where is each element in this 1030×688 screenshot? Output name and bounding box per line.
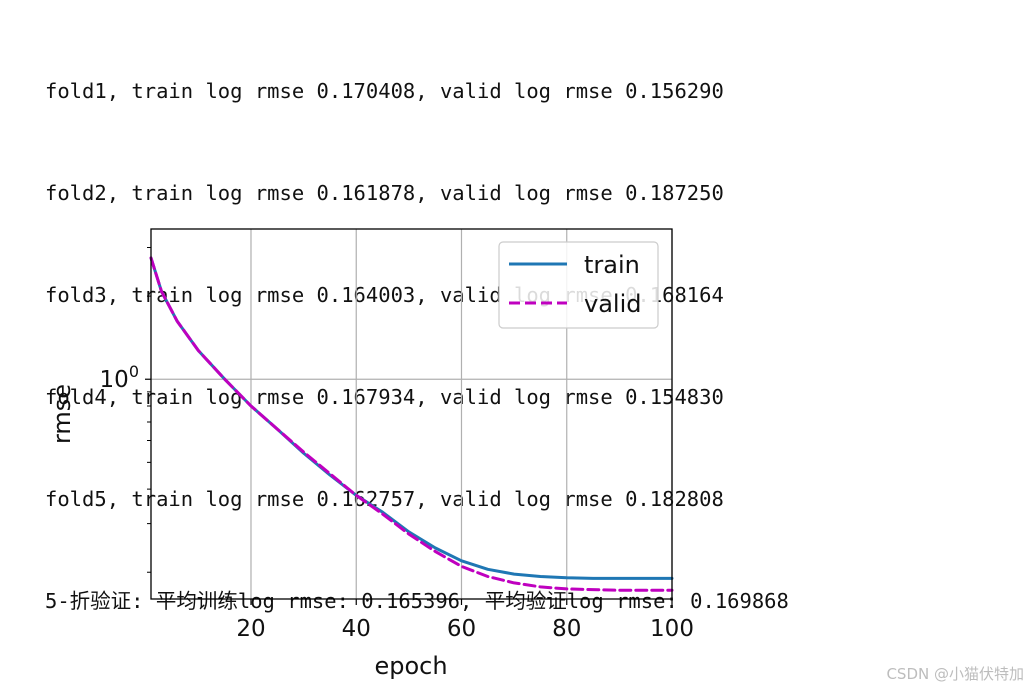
x-tick-label: 80 bbox=[552, 616, 581, 642]
y-tick-label: 100 bbox=[100, 362, 139, 393]
legend-label-train: train bbox=[584, 251, 640, 279]
legend: train valid bbox=[498, 241, 659, 329]
console-line-fold5: fold5, train log rmse 0.162757, valid lo… bbox=[45, 487, 724, 511]
console-line-summary: 5-折验证: 平均训练log rmse: 0.165396, 平均验证log r… bbox=[45, 589, 789, 613]
tick-layer: 20 40 60 80 100 100 bbox=[100, 246, 694, 642]
legend-label-valid: valid bbox=[584, 290, 641, 318]
x-tick-label: 100 bbox=[650, 616, 694, 642]
x-tick-label: 40 bbox=[342, 616, 371, 642]
console-line-fold1: fold1, train log rmse 0.170408, valid lo… bbox=[45, 79, 724, 103]
y-axis-label: rmse bbox=[48, 384, 76, 444]
x-tick-label: 60 bbox=[447, 616, 476, 642]
console-line-fold2: fold2, train log rmse 0.161878, valid lo… bbox=[45, 181, 724, 205]
series-layer bbox=[149, 256, 674, 592]
series-line-valid bbox=[149, 256, 674, 592]
console-line-fold4: fold4, train log rmse 0.167934, valid lo… bbox=[45, 385, 724, 409]
console-output: fold1, train log rmse 0.170408, valid lo… bbox=[45, 6, 1005, 652]
csdn-watermark: CSDN @小猫伏特加 bbox=[886, 665, 1024, 683]
x-tick-label: 20 bbox=[236, 616, 265, 642]
x-axis-label: epoch bbox=[374, 652, 447, 680]
plot-frame bbox=[150, 228, 673, 600]
